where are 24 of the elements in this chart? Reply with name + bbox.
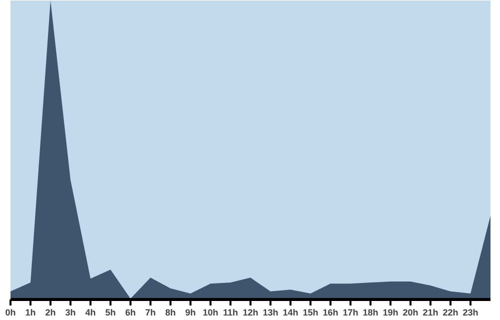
- x-tick-label: 9h: [185, 308, 196, 318]
- x-tick-label: 16h: [322, 308, 338, 318]
- x-tick-label: 0h: [5, 308, 16, 318]
- x-tick-label: 13h: [262, 308, 278, 318]
- x-tick-label: 2h: [45, 308, 56, 318]
- x-tick-label: 7h: [145, 308, 156, 318]
- x-tick-label: 19h: [382, 308, 398, 318]
- x-tick-label: 17h: [342, 308, 358, 318]
- x-tick-label: 12h: [242, 308, 258, 318]
- x-tick-label: 5h: [105, 308, 116, 318]
- x-tick-label: 18h: [362, 308, 378, 318]
- x-tick-label: 11h: [222, 308, 238, 318]
- x-tick-label: 23h: [462, 308, 478, 318]
- x-tick-label: 4h: [85, 308, 96, 318]
- x-tick-label: 6h: [125, 308, 136, 318]
- x-tick-label: 1h: [25, 308, 36, 318]
- x-tick-label: 10h: [202, 308, 218, 318]
- x-tick-label: 3h: [65, 308, 76, 318]
- x-tick-label: 21h: [422, 308, 438, 318]
- x-tick-label: 15h: [302, 308, 318, 318]
- x-tick-label: 14h: [282, 308, 298, 318]
- x-tick-label: 20h: [402, 308, 418, 318]
- x-tick-label: 8h: [165, 308, 176, 318]
- x-tick-label: 22h: [442, 308, 458, 318]
